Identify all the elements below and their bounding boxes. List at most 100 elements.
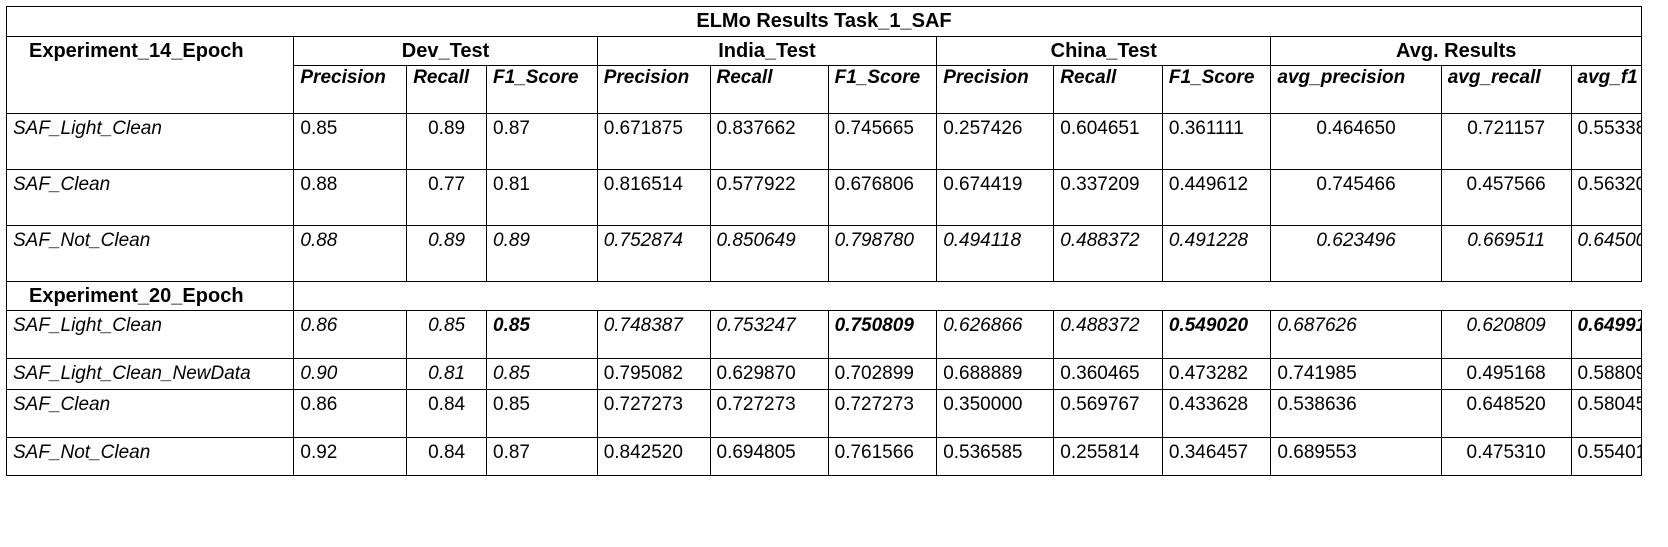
row-label: SAF_Light_Clean (5, 310, 295, 359)
table-cell: 0.495168 (1440, 358, 1572, 390)
table-row: SAF_Not_Clean 0.92 0.84 0.87 0.842520 0.… (5, 437, 1643, 476)
table-cell: 0.87 (486, 113, 598, 170)
subheader: Precision (936, 65, 1055, 114)
table-cell: 0.745466 (1270, 169, 1442, 226)
subheader: F1_Score (486, 65, 598, 114)
table-cell: 0.623496 (1270, 225, 1442, 282)
table-row: SAF_Not_Clean 0.88 0.89 0.89 0.752874 0.… (5, 225, 1643, 282)
table-cell: 0.752874 (596, 225, 711, 282)
table-cell: 0.85 (486, 358, 598, 390)
table-cell: 0.554011 (1570, 437, 1643, 476)
subheader: Recall (709, 65, 829, 114)
experiment-20-label: Experiment_20_Epoch (5, 281, 295, 311)
blank-spacer (293, 281, 1642, 311)
table-cell: 0.449612 (1161, 169, 1272, 226)
table-cell: 0.842520 (596, 437, 711, 476)
subheader: Precision (596, 65, 711, 114)
table-cell: 0.553388 (1570, 113, 1643, 170)
table-cell: 0.475310 (1440, 437, 1572, 476)
table-cell: 0.81 (406, 358, 487, 390)
table-cell: 0.577922 (709, 169, 829, 226)
group-china-test: China_Test (936, 36, 1272, 66)
table-cell: 0.84 (406, 437, 487, 476)
subheader: Precision (293, 65, 408, 114)
group-india-test: India_Test (596, 36, 938, 66)
table-cell: 0.536585 (936, 437, 1055, 476)
table-title: ELMo Results Task_1_SAF (6, 6, 1642, 37)
table-row: SAF_Light_Clean 0.85 0.89 0.87 0.671875 … (5, 113, 1643, 170)
table-cell: 0.702899 (827, 358, 938, 390)
table-cell: 0.85 (293, 113, 408, 170)
subheader: avg_precision (1270, 65, 1442, 114)
table-cell: 0.816514 (596, 169, 711, 226)
table-cell: 0.360465 (1053, 358, 1163, 390)
group-dev-test: Dev_Test (293, 36, 598, 66)
table-cell: 0.753247 (709, 310, 829, 359)
table-cell: 0.88 (293, 225, 408, 282)
subheader: Recall (1053, 65, 1163, 114)
subheader: Recall (406, 65, 487, 114)
table-cell: 0.648520 (1440, 389, 1572, 438)
row-label: SAF_Not_Clean (5, 225, 295, 282)
subheader: F1_Score (1161, 65, 1272, 114)
table-cell: 0.727273 (709, 389, 829, 438)
table-cell: 0.86 (293, 310, 408, 359)
table-cell: 0.795082 (596, 358, 711, 390)
table-cell: 0.87 (486, 437, 598, 476)
table-cell: 0.620809 (1440, 310, 1572, 359)
table-cell: 0.604651 (1053, 113, 1163, 170)
table-cell: 0.538636 (1270, 389, 1442, 438)
row-label: SAF_Light_Clean (5, 113, 295, 170)
table-cell: 0.346457 (1161, 437, 1272, 476)
table-cell: 0.491228 (1161, 225, 1272, 282)
table-cell: 0.473282 (1161, 358, 1272, 390)
subheader: avg_f1 (1570, 65, 1643, 114)
table-cell: 0.85 (406, 310, 487, 359)
table-cell: 0.77 (406, 169, 487, 226)
table-cell: 0.494118 (936, 225, 1055, 282)
table-cell: 0.727273 (827, 389, 938, 438)
table-cell: 0.89 (406, 225, 487, 282)
table-cell: 0.86 (293, 389, 408, 438)
table-cell: 0.687626 (1270, 310, 1442, 359)
subheader: avg_recall (1440, 65, 1572, 114)
table-cell: 0.84 (406, 389, 487, 438)
table-cell: 0.85 (486, 310, 598, 359)
table-cell: 0.688889 (936, 358, 1055, 390)
table-cell: 0.464650 (1270, 113, 1442, 170)
table-cell: 0.488372 (1053, 310, 1163, 359)
table-cell: 0.761566 (827, 437, 938, 476)
table-cell: 0.89 (486, 225, 598, 282)
table-cell: 0.689553 (1270, 437, 1442, 476)
table-cell: 0.649914 (1570, 310, 1643, 359)
table-cell: 0.457566 (1440, 169, 1572, 226)
table-cell: 0.90 (293, 358, 408, 390)
table-row: SAF_Clean 0.88 0.77 0.81 0.816514 0.5779… (5, 169, 1643, 226)
row-label: SAF_Clean (5, 389, 295, 438)
table-cell: 0.721157 (1440, 113, 1572, 170)
subheader: F1_Score (827, 65, 938, 114)
table-cell: 0.563209 (1570, 169, 1643, 226)
table-cell: 0.750809 (827, 310, 938, 359)
table-cell: 0.549020 (1161, 310, 1272, 359)
table-cell: 0.588090 (1570, 358, 1643, 390)
table-cell: 0.255814 (1053, 437, 1163, 476)
table-cell: 0.741985 (1270, 358, 1442, 390)
table-cell: 0.645004 (1570, 225, 1643, 282)
table-cell: 0.89 (406, 113, 487, 170)
table-cell: 0.798780 (827, 225, 938, 282)
row-label: SAF_Light_Clean_NewData (5, 358, 295, 390)
table-cell: 0.569767 (1053, 389, 1163, 438)
table-cell: 0.837662 (709, 113, 829, 170)
table-cell: 0.669511 (1440, 225, 1572, 282)
table-cell: 0.626866 (936, 310, 1055, 359)
results-table: ELMo Results Task_1_SAF Experiment_14_Ep… (5, 6, 1643, 476)
table-cell: 0.850649 (709, 225, 829, 282)
table-cell: 0.350000 (936, 389, 1055, 438)
table-cell: 0.580451 (1570, 389, 1643, 438)
group-avg-results: Avg. Results (1270, 36, 1642, 66)
table-cell: 0.337209 (1053, 169, 1163, 226)
experiment-14-label: Experiment_14_Epoch (5, 36, 295, 114)
table-cell: 0.727273 (596, 389, 711, 438)
table-cell: 0.88 (293, 169, 408, 226)
